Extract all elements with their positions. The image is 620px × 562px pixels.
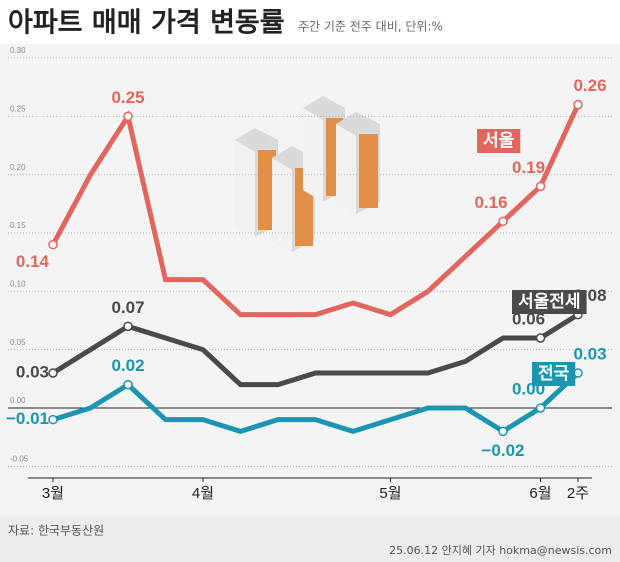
point-marker	[48, 414, 58, 425]
data-label: 0.14	[16, 252, 50, 271]
y-tick-label: 0.20	[10, 163, 26, 172]
data-label: 0.25	[111, 88, 144, 107]
buildings-illustration	[235, 96, 380, 252]
series-line	[50, 103, 581, 318]
legend-label: 서울전세	[518, 292, 581, 312]
y-tick-label: 0.10	[10, 279, 26, 288]
y-tick-label: -0.05	[10, 454, 29, 463]
data-label: −0.02	[481, 441, 524, 460]
data-label: 0.02	[111, 356, 144, 375]
x-tick-label: 5월	[379, 485, 401, 502]
data-label: 0.19	[512, 158, 545, 177]
y-tick-label: 0.05	[10, 338, 26, 347]
point-marker	[48, 239, 58, 250]
legend-box	[532, 362, 576, 386]
data-label: 0.06	[512, 309, 545, 328]
x-tick-label: 4월	[192, 485, 214, 502]
series-line	[51, 312, 580, 388]
data-label: 0.03	[16, 362, 49, 381]
point-marker	[498, 426, 508, 437]
chart-subtitle: 주간 기준 전주 대비, 단위:%	[298, 20, 443, 34]
legend-item: 서울	[477, 129, 521, 153]
credit: 25.06.12 안지혜 기자 hokma@newsis.com	[389, 544, 612, 557]
point-marker	[123, 111, 133, 122]
legend-label: 전국	[538, 364, 570, 384]
point-marker	[535, 403, 546, 413]
legend-item: 서울전세	[512, 290, 587, 314]
legend-item: 전국	[532, 362, 576, 386]
point-marker	[48, 368, 58, 378]
data-label: −0.01	[6, 409, 49, 428]
series-line	[52, 371, 580, 435]
data-label: 0.26	[573, 76, 606, 95]
legend-label: 서울	[483, 131, 515, 151]
point-marker	[123, 379, 133, 390]
y-tick-label: 0.30	[10, 46, 26, 55]
footer	[0, 516, 620, 562]
plot-area: -0.05 0.00 0.05 0.10 0.15 0.20 0.25 0.30 3월 4월 5월 6…	[6, 46, 612, 502]
title-bar	[0, 0, 620, 44]
point-marker	[573, 99, 583, 110]
data-label: 0.03	[573, 344, 606, 363]
chart-title: 아파트 매매 가격 변동률	[8, 8, 285, 39]
x-tick-label: 3월	[42, 485, 64, 502]
y-tick-label: 0.00	[10, 396, 26, 405]
legend-box	[512, 290, 587, 314]
point-marker	[123, 321, 133, 332]
x-tick-label: 6월	[529, 485, 551, 502]
point-marker	[498, 216, 508, 227]
data-label: 0.07	[111, 298, 144, 317]
x-tick-label: 2주	[567, 485, 589, 502]
y-tick-label: 0.15	[10, 221, 26, 230]
point-marker	[535, 333, 546, 343]
legend-box	[477, 129, 521, 153]
y-tick-label: 0.25	[10, 104, 26, 113]
data-label: 0.16	[474, 193, 507, 212]
source: 자료: 한국부동산원	[8, 524, 104, 538]
point-marker	[535, 181, 546, 192]
